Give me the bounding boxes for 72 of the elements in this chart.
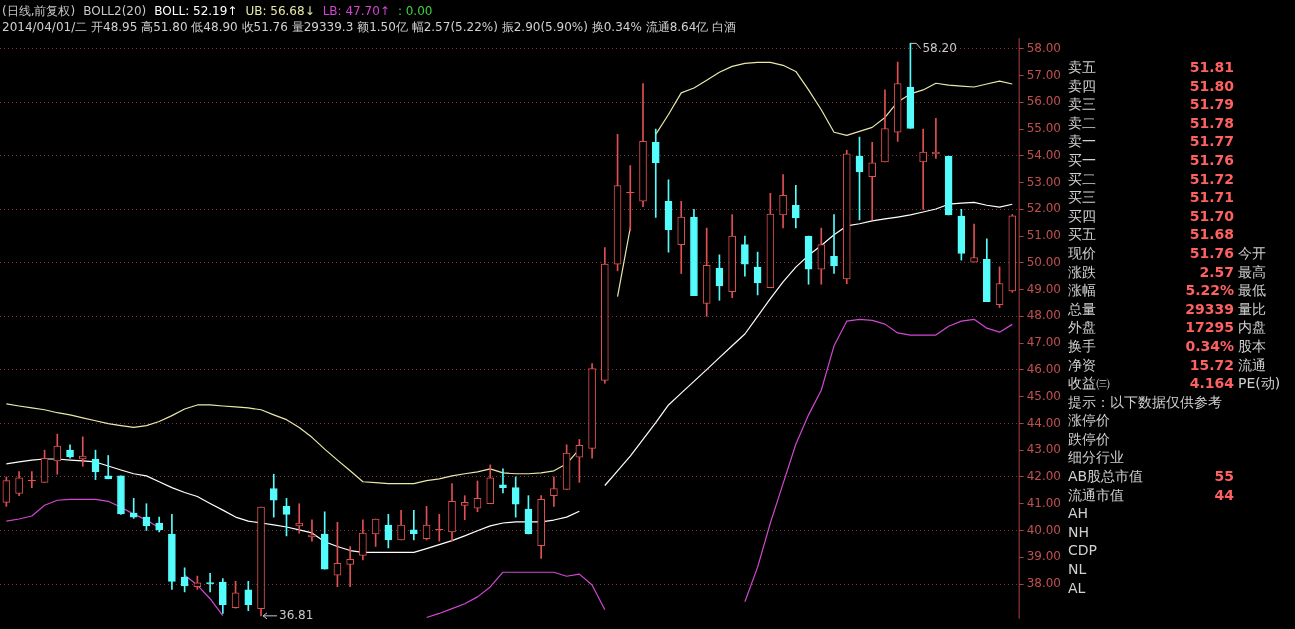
candlestick [830, 214, 838, 274]
text: : 0.00 [397, 4, 433, 18]
chart-subtitle: 2014/04/01/二 开48.95 高51.80 低48.90 收51.76 量29339.3 额1.50亿 幅2.57(5.22%) 振2.90(5.90%) 换0.34% 流通8.64亿 白酒 [2, 20, 737, 34]
text: 流通市值 44 [1068, 486, 1234, 503]
text: 细分行业 [1068, 448, 1125, 468]
candlestick [868, 142, 877, 221]
text: 涨幅 5.22% 最低 [1068, 282, 1266, 299]
candlestick [499, 468, 507, 494]
text: 跌停价 [1068, 429, 1111, 449]
text: 总量 29339 量比 [1068, 300, 1266, 317]
candlestick [308, 519, 316, 542]
candlestick [460, 495, 469, 521]
y-tick-label: 44.00 [1026, 415, 1062, 430]
y-tick-label: 50.00 [1026, 254, 1062, 269]
y-tick-label: 46.00 [1026, 362, 1062, 377]
y-tick-label: 48.00 [1026, 308, 1062, 323]
text: 卖一 51.77 [1068, 133, 1234, 150]
text: AL [1068, 578, 1087, 598]
y-tick-label: 51.00 [1026, 228, 1062, 243]
candlestick [27, 471, 36, 488]
text: 卖二 51.78 [1068, 114, 1234, 131]
text: 收益㈢ 4.164 PE(动) [1068, 375, 1281, 392]
y-tick-label: 42.00 [1026, 469, 1062, 484]
text: 净资 15.72 流通 [1068, 356, 1266, 373]
y-tick-label: 58.00 [1026, 40, 1062, 55]
text: 外盘 17295 内盘 [1068, 319, 1266, 336]
y-tick-label: 55.00 [1026, 121, 1062, 136]
candlestick [206, 572, 214, 593]
text: 买五 51.68 [1068, 226, 1234, 243]
text: 卖四 51.80 [1068, 77, 1234, 94]
text: CDP [1068, 541, 1098, 561]
y-tick-label: 40.00 [1026, 522, 1062, 537]
y-tick-label: 49.00 [1026, 281, 1062, 296]
text: BOLL: 52.19↑ [154, 4, 238, 18]
y-tick-label: 57.00 [1026, 67, 1062, 82]
text: 换手 0.34% 股本 [1068, 337, 1266, 354]
y-tick-label: 43.00 [1026, 442, 1062, 457]
candlestick [346, 546, 354, 588]
y-tick-label: 47.00 [1026, 335, 1062, 350]
text: NH [1068, 522, 1090, 542]
text: 涨跌 2.57 最高 [1068, 263, 1266, 280]
text: 卖五 51.81 [1068, 59, 1234, 75]
annotation: 58.20 [922, 41, 957, 56]
y-tick-label: 45.00 [1026, 388, 1062, 403]
text: LB: 47.70↑ [322, 4, 390, 18]
candlestick [919, 128, 927, 210]
text: 买二 51.72 [1068, 170, 1234, 187]
y-tick-label: 38.00 [1026, 576, 1062, 591]
candlestick [435, 514, 444, 542]
y-tick-label: 54.00 [1026, 147, 1062, 162]
text: 卖三 51.79 [1068, 96, 1234, 113]
text: NL [1068, 560, 1088, 579]
text: AB股总市值 55 [1068, 468, 1234, 485]
y-tick-label: 41.00 [1026, 495, 1062, 510]
text: UB: 56.68↓ [245, 4, 315, 18]
y-tick-label: 39.00 [1026, 549, 1062, 564]
text: 现价 51.76 今开 [1068, 244, 1266, 261]
y-tick-label: 52.00 [1026, 201, 1062, 216]
text: 买三 51.71 [1068, 189, 1234, 206]
legend-title: BOLL2(20) [83, 4, 147, 18]
text: 提示：以下数据仅供参考 [1068, 392, 1222, 412]
candlestick [626, 165, 635, 232]
text: 买四 51.70 [1068, 207, 1234, 224]
y-tick-label: 56.00 [1026, 94, 1062, 109]
text: 涨停价 [1068, 411, 1111, 430]
candlestick [651, 128, 660, 218]
text: 买一 51.76 [1068, 151, 1234, 168]
text: AH [1068, 504, 1090, 523]
candlestick [970, 223, 978, 263]
y-tick-label: 53.00 [1026, 174, 1062, 189]
annotation: 36.81 [279, 607, 314, 622]
chart-title: (日线,前复权) [2, 4, 76, 18]
